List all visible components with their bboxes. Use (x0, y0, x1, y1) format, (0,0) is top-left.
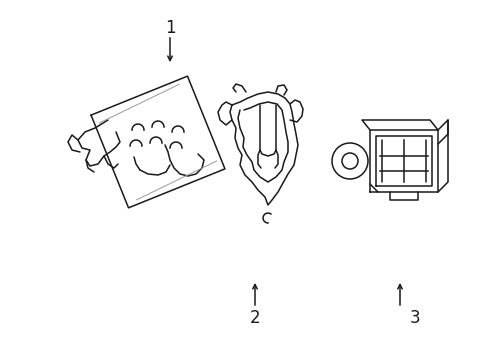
Text: 2: 2 (249, 309, 260, 327)
Text: 3: 3 (409, 309, 420, 327)
Text: 1: 1 (164, 19, 175, 37)
